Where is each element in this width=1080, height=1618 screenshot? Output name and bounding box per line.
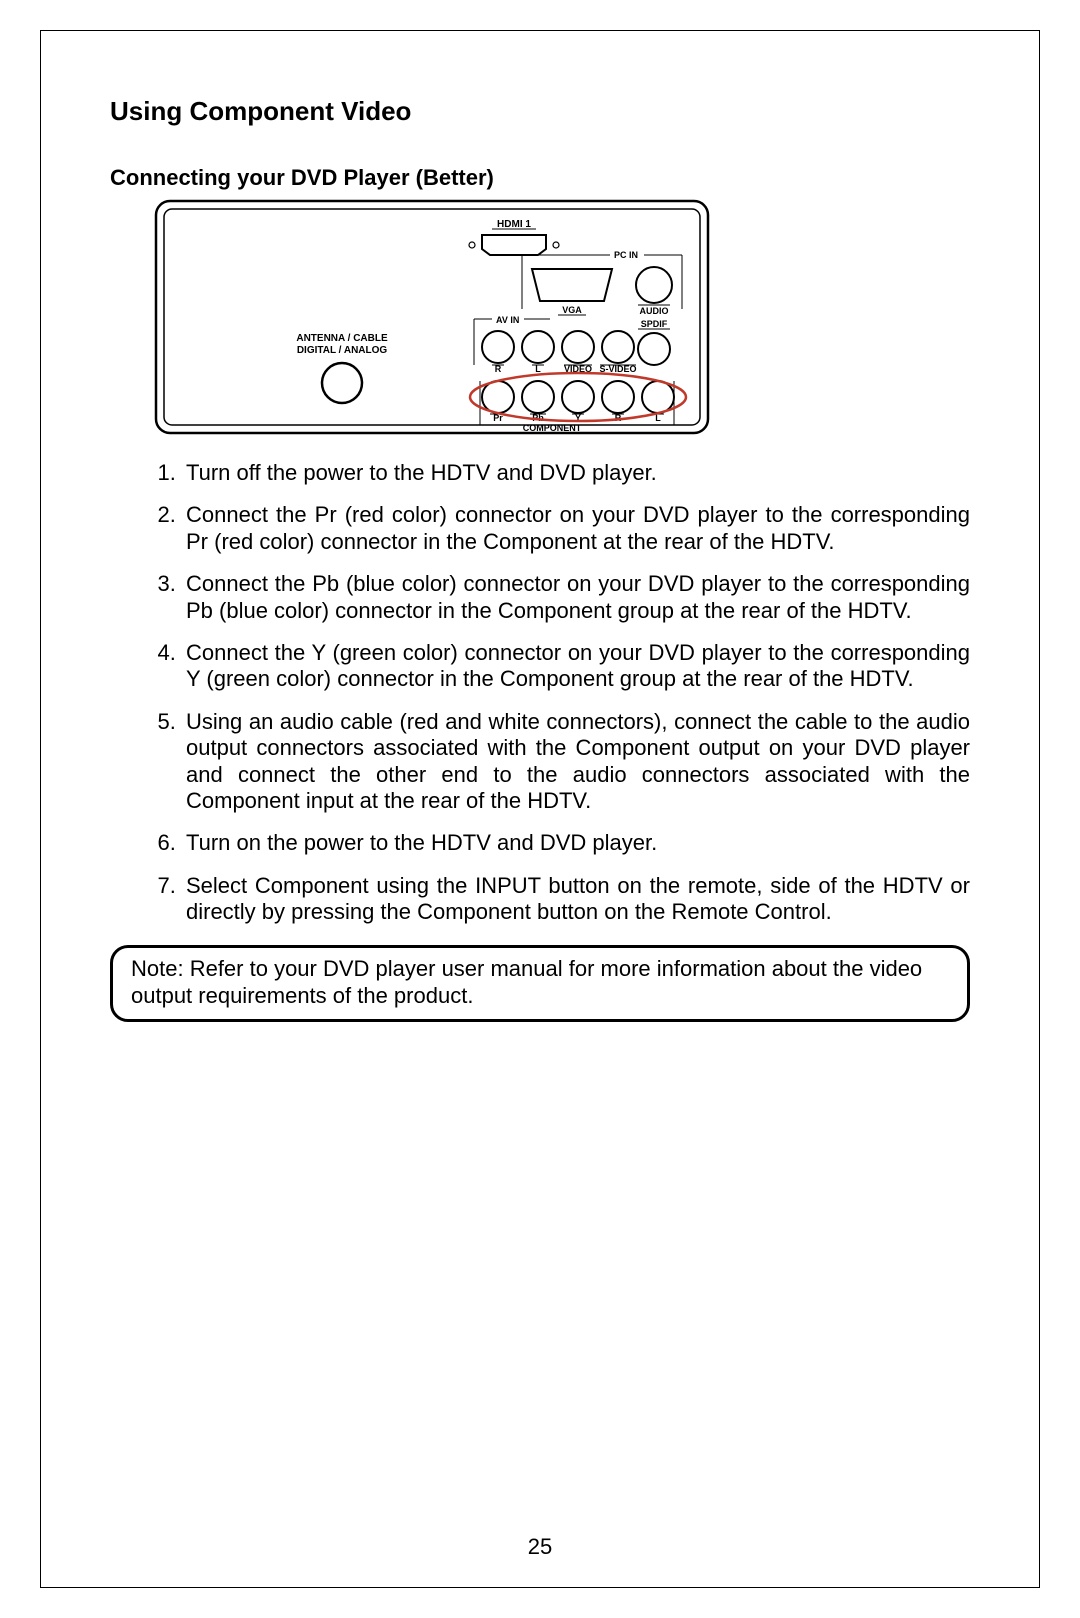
page-number: 25 — [0, 1534, 1080, 1560]
page-border — [40, 30, 1040, 1588]
document-page: Using Component Video Connecting your DV… — [0, 0, 1080, 1618]
